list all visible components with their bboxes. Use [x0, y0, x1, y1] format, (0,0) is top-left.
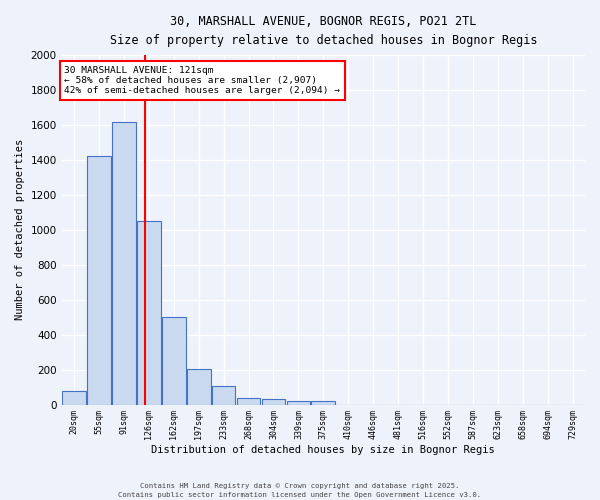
X-axis label: Distribution of detached houses by size in Bognor Regis: Distribution of detached houses by size …	[151, 445, 495, 455]
Bar	[237, 398, 260, 404]
Bar	[287, 401, 310, 404]
Bar	[212, 386, 235, 404]
Bar	[187, 369, 211, 404]
Bar	[162, 317, 185, 404]
Y-axis label: Number of detached properties: Number of detached properties	[15, 139, 25, 320]
Bar	[62, 390, 86, 404]
Title: 30, MARSHALL AVENUE, BOGNOR REGIS, PO21 2TL
Size of property relative to detache: 30, MARSHALL AVENUE, BOGNOR REGIS, PO21 …	[110, 15, 537, 47]
Bar	[311, 402, 335, 404]
Bar	[112, 122, 136, 405]
Bar	[137, 221, 161, 404]
Bar	[262, 400, 286, 404]
Text: 30 MARSHALL AVENUE: 121sqm
← 58% of detached houses are smaller (2,907)
42% of s: 30 MARSHALL AVENUE: 121sqm ← 58% of deta…	[64, 66, 340, 96]
Text: Contains HM Land Registry data © Crown copyright and database right 2025.
Contai: Contains HM Land Registry data © Crown c…	[118, 483, 482, 498]
Bar	[87, 156, 111, 404]
